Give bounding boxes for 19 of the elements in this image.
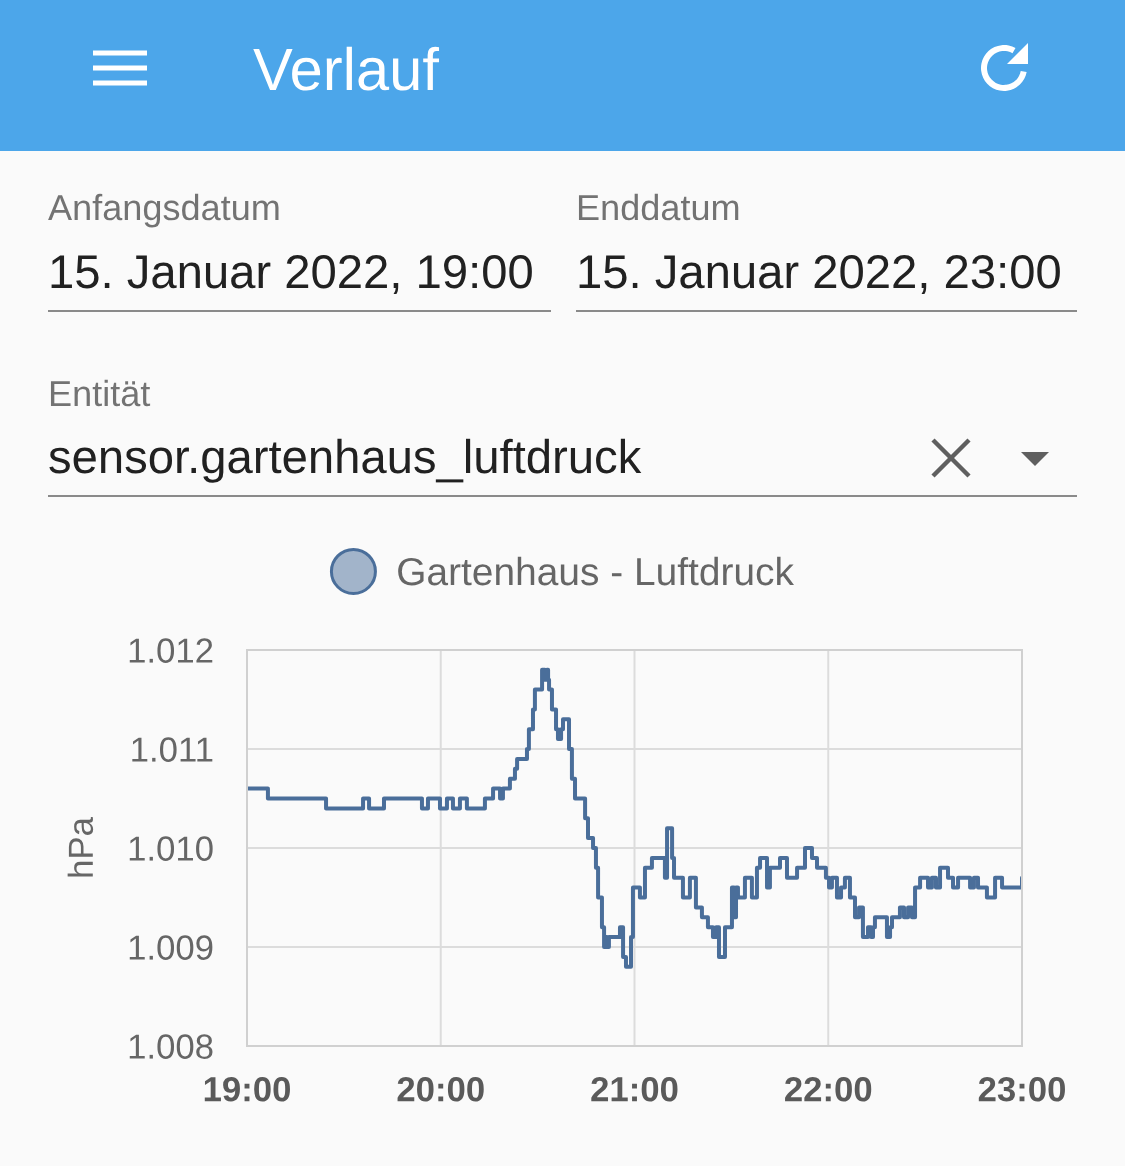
y-tick-label: 1.012 — [129, 638, 213, 663]
y-tick-label: 1.009 — [129, 935, 213, 960]
x-tick-label: 23:00 — [978, 1076, 1065, 1102]
text: sensor.gartenhaus_luftdruck — [49, 438, 642, 483]
y-tick-label: 1.010 — [129, 836, 213, 861]
x-tick-label: 20:00 — [397, 1076, 484, 1102]
text: 15. Januar 2022, 19:00 — [51, 255, 532, 295]
y-tick-label: 1.008 — [129, 1034, 213, 1059]
y-tick-label: 1.011 — [132, 737, 213, 762]
x-tick-label: 22:00 — [785, 1076, 872, 1102]
x-tick-label: 21:00 — [591, 1076, 678, 1102]
x-tick-label: 19:00 — [204, 1076, 290, 1102]
chart-title: Verlauf — [253, 46, 440, 91]
text: Enddatum — [578, 193, 739, 221]
text: 15. Januar 2022, 23:00 — [579, 255, 1060, 295]
y-axis-title: hPa — [67, 817, 94, 877]
text: Entität — [50, 379, 151, 407]
text: Anfangsdatum — [48, 193, 279, 228]
legend-label: Gartenhaus - Luftdruck — [398, 556, 794, 586]
